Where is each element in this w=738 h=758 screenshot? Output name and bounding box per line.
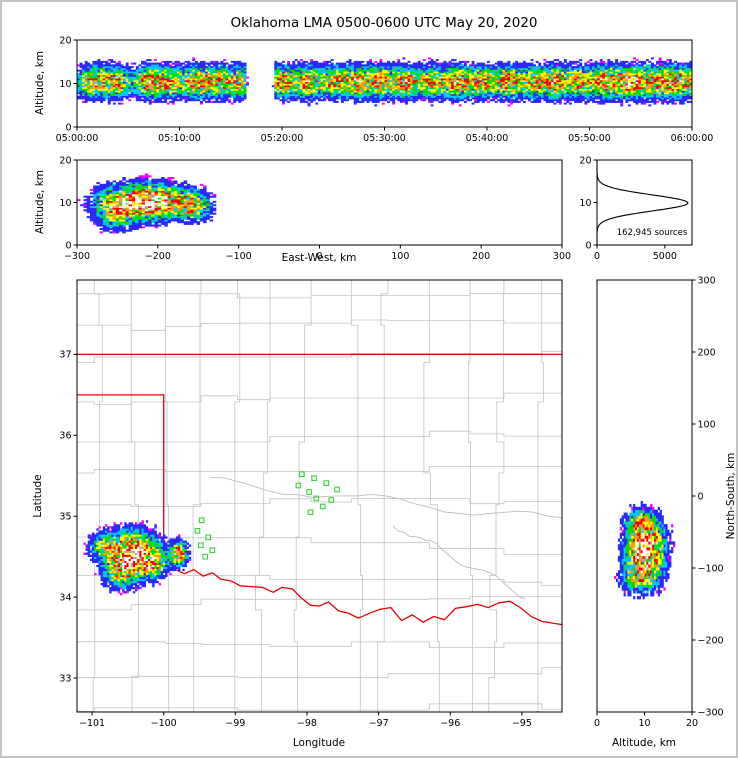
county-boundaries [77, 280, 562, 712]
lma-station-marker [299, 471, 305, 478]
lma-stations [194, 471, 340, 560]
lma-station-marker [198, 517, 205, 524]
lma-station-marker [205, 534, 211, 541]
time-height-panel: 05:00:00 05:10:00 05:20:00 05:30:00 05:40:00… [56, 35, 714, 144]
lma-station-marker [319, 503, 326, 510]
ew-altitude-ylabel: Altitude, km [34, 169, 46, 235]
figure-title: Oklahoma LMA 0500-0600 UTC May 20, 2020 [230, 15, 538, 31]
river-boundaries [210, 476, 563, 600]
map-xlabel: Longitude [292, 737, 346, 749]
lma-station-marker [295, 482, 302, 489]
ns-altitude-xlabel: Altitude, km [611, 737, 677, 749]
lma-station-marker [311, 475, 317, 482]
state-borders [77, 353, 563, 626]
lma-station-marker [198, 542, 204, 549]
lma-station-marker [313, 495, 320, 502]
lma-station-marker [194, 527, 201, 534]
ns-altitude-ylabel: North-South, km [725, 452, 737, 540]
lma-station-marker [307, 509, 314, 516]
ew-altitude-xlabel: East-West, km [281, 252, 357, 264]
lma-station-marker [306, 489, 312, 495]
lma-station-marker [334, 486, 340, 493]
source-count-annotation: 162,945 sources [616, 228, 688, 238]
lma-station-marker [323, 480, 330, 486]
lma-station-marker [328, 497, 335, 503]
lma-station-marker [209, 547, 216, 554]
time-height-ylabel: Altitude, km [34, 50, 46, 116]
lma-station-marker [202, 553, 209, 560]
map-ylabel: Latitude [32, 474, 44, 518]
